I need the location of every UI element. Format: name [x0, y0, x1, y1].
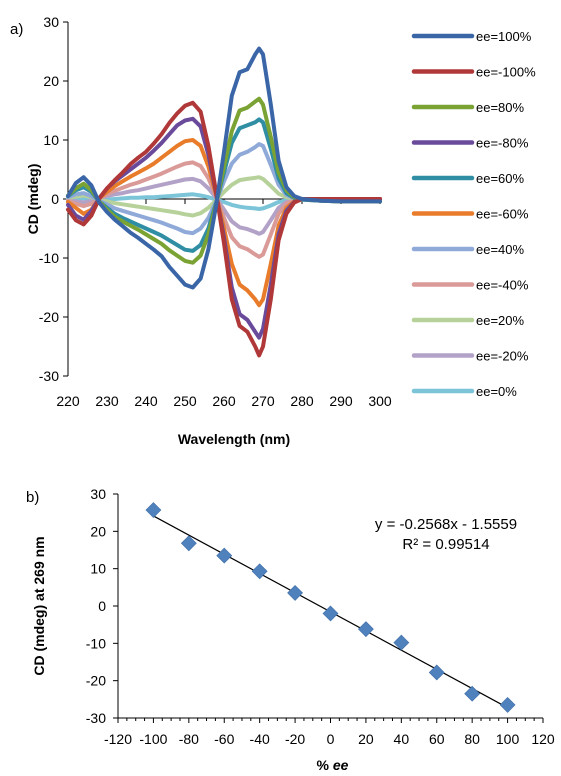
data-point	[464, 685, 481, 702]
data-point	[322, 605, 339, 622]
panel-label-a: a)	[10, 21, 23, 38]
y-tick-label: -10	[86, 635, 106, 651]
x-tick-label: 280	[290, 393, 314, 409]
data-point	[145, 502, 162, 518]
series-line	[66, 100, 382, 358]
data-point	[216, 547, 233, 564]
x-axis-title: Wavelength (nm)	[178, 431, 290, 447]
x-tick-label: -80	[179, 731, 199, 747]
legend-label: ee=-80%	[476, 136, 529, 151]
x-tick-label: -60	[214, 731, 234, 747]
y-tick-label: 10	[43, 132, 59, 148]
y-tick-label: -10	[39, 250, 59, 266]
x-axis-title: % ee	[317, 757, 349, 773]
legend-label: ee=-40%	[476, 278, 529, 293]
x-tick-label: 230	[95, 393, 119, 409]
legend-label: ee=-60%	[476, 207, 529, 222]
chart-a: a) -30 -20 -10 0 10 20 30 220 230 240 250 260 270 280 2…	[10, 14, 536, 447]
series-line	[66, 46, 382, 290]
x-tick-label: -20	[285, 731, 305, 747]
x-tick-label: 60	[429, 731, 445, 747]
x-tick-label: 100	[496, 731, 520, 747]
r-squared-label: R² = 0.99514	[402, 536, 489, 553]
x-tick-label: 20	[358, 731, 374, 747]
x-tick-label: 220	[56, 393, 80, 409]
x-tick-label: 120	[531, 731, 555, 747]
series-line	[66, 160, 382, 259]
y-tick-label: -30	[86, 710, 106, 726]
data-point	[180, 535, 197, 552]
legend-label: ee=0%	[476, 384, 517, 399]
y-tick-label: -30	[39, 368, 59, 384]
legend-label: ee=60%	[476, 171, 525, 186]
x-tick-label: -120	[104, 731, 132, 747]
x-tick-label: 0	[327, 731, 335, 747]
legend-label: ee=40%	[476, 242, 525, 257]
legend-label: ee=-100%	[476, 65, 536, 80]
data-point	[393, 634, 410, 651]
y-tick-label: 20	[43, 73, 59, 89]
legend-label: ee=20%	[476, 313, 525, 328]
y-tick-label: 0	[51, 191, 59, 207]
x-tick-label: 80	[464, 731, 480, 747]
data-point	[428, 664, 445, 681]
x-tick-label: 250	[173, 393, 197, 409]
data-point	[499, 697, 516, 713]
legend-label: ee=-20%	[476, 349, 529, 364]
data-point	[251, 563, 268, 580]
legend-label: ee=100%	[476, 29, 532, 44]
x-tick-label: 40	[394, 731, 410, 747]
x-tick-label: 270	[251, 393, 275, 409]
y-tick-label: 10	[90, 561, 106, 577]
x-tick-label: 240	[134, 393, 158, 409]
trendline-equation: y = -0.2568x - 1.5559	[375, 516, 517, 533]
x-tick-label: 300	[368, 393, 392, 409]
y-tick-label: 30	[90, 486, 106, 502]
panel-label-b: b)	[26, 489, 39, 506]
y-tick-label: 0	[98, 598, 106, 614]
x-tick-label: 290	[329, 393, 353, 409]
x-tick-label: -100	[139, 731, 167, 747]
y-axis-title: CD (mdeg)	[25, 164, 41, 235]
x-tick-label: -40	[250, 731, 270, 747]
data-point	[357, 621, 374, 638]
y-tick-label: 20	[90, 523, 106, 539]
y-axis-title: CD (mdeg) at 269 nm	[31, 536, 47, 675]
x-tick-label: 260	[212, 393, 236, 409]
legend-label: ee=80%	[476, 100, 525, 115]
data-point	[287, 585, 304, 601]
y-tick-label: -20	[86, 673, 106, 689]
y-tick-label: 30	[43, 14, 59, 30]
y-tick-label: -20	[39, 309, 59, 325]
